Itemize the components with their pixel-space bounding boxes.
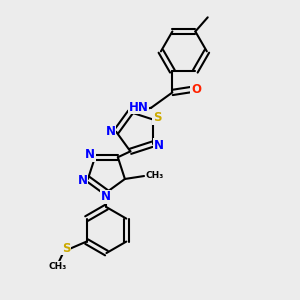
Text: N: N: [78, 174, 88, 187]
Text: CH₃: CH₃: [49, 262, 67, 271]
Text: O: O: [191, 83, 201, 96]
Text: HN: HN: [129, 101, 149, 114]
Text: N: N: [100, 190, 110, 203]
Text: CH₃: CH₃: [146, 171, 164, 180]
Text: N: N: [106, 125, 116, 138]
Text: N: N: [154, 139, 164, 152]
Text: S: S: [153, 111, 161, 124]
Text: N: N: [85, 148, 95, 161]
Text: S: S: [62, 242, 70, 255]
